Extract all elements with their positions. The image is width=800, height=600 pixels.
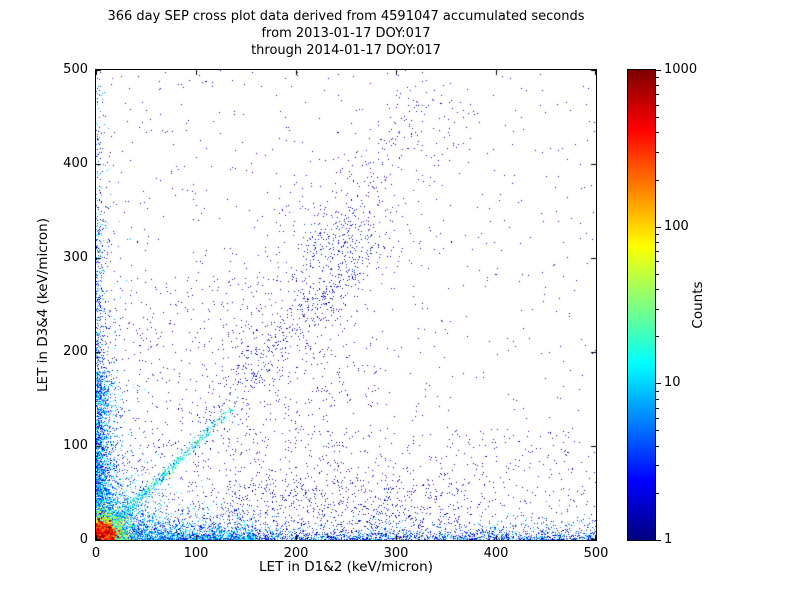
- x-tick-label: 0: [91, 546, 101, 561]
- colorbar-label: Counts: [690, 281, 706, 329]
- colorbar-tick: [656, 399, 659, 400]
- colorbar-tick: [656, 132, 659, 133]
- colorbar-tick: [656, 309, 659, 310]
- colorbar-tick: [656, 465, 659, 466]
- colorbar-tick-label: 10: [664, 375, 681, 390]
- colorbar-tick: [656, 493, 659, 494]
- colorbar-tick: [656, 85, 659, 86]
- colorbar-tick: [656, 540, 661, 541]
- chart-title: 366 day SEP cross plot data derived from…: [107, 8, 584, 59]
- colorbar-tick: [656, 242, 659, 243]
- colorbar-tick-label: 100: [664, 219, 689, 234]
- y-tick-label: 0: [79, 532, 88, 547]
- chart-title-line3: through 2014-01-17 DOY:017: [251, 43, 441, 58]
- x-tick-label: 100: [183, 546, 209, 561]
- y-tick-label: 100: [63, 438, 88, 453]
- colorbar-tick-label: 1: [664, 532, 673, 547]
- colorbar-tick: [656, 234, 659, 235]
- scatter-canvas: [96, 70, 596, 540]
- colorbar-tick: [656, 227, 661, 228]
- colorbar-tick: [656, 430, 659, 431]
- y-tick-label: 300: [63, 250, 88, 265]
- y-tick-label: 500: [63, 62, 88, 77]
- colorbar-tick: [656, 77, 659, 78]
- colorbar-tick: [656, 105, 659, 106]
- x-axis-label: LET in D1&2 (keV/micron): [259, 559, 433, 575]
- y-axis-label: LET in D3&4 (keV/micron): [35, 218, 51, 392]
- colorbar-tick: [656, 94, 659, 95]
- y-tick-label: 400: [63, 156, 88, 171]
- colorbar-tick: [656, 289, 659, 290]
- x-tick-label: 400: [483, 546, 509, 561]
- colorbar-tick: [656, 383, 661, 384]
- colorbar-tick: [656, 418, 659, 419]
- colorbar-tick: [656, 251, 659, 252]
- colorbar-tick-label: 1000: [664, 62, 698, 77]
- colorbar-tick: [656, 180, 659, 181]
- colorbar-tick: [656, 117, 659, 118]
- colorbar-tick: [656, 391, 659, 392]
- chart-title-line2: from 2013-01-17 DOY:017: [261, 26, 431, 41]
- colorbar-tick: [656, 70, 661, 71]
- x-tick-label: 500: [583, 546, 609, 561]
- colorbar-tick: [656, 408, 659, 409]
- colorbar-tick: [656, 446, 659, 447]
- colorbar-tick: [656, 336, 659, 337]
- colorbar-tick: [656, 152, 659, 153]
- colorbar-tick: [656, 274, 659, 275]
- chart-title-line1: 366 day SEP cross plot data derived from…: [107, 9, 585, 24]
- x-tick-label: 200: [283, 546, 309, 561]
- colorbar-canvas: [628, 70, 655, 540]
- y-tick-label: 200: [63, 344, 88, 359]
- x-tick-label: 300: [383, 546, 409, 561]
- colorbar-tick: [656, 261, 659, 262]
